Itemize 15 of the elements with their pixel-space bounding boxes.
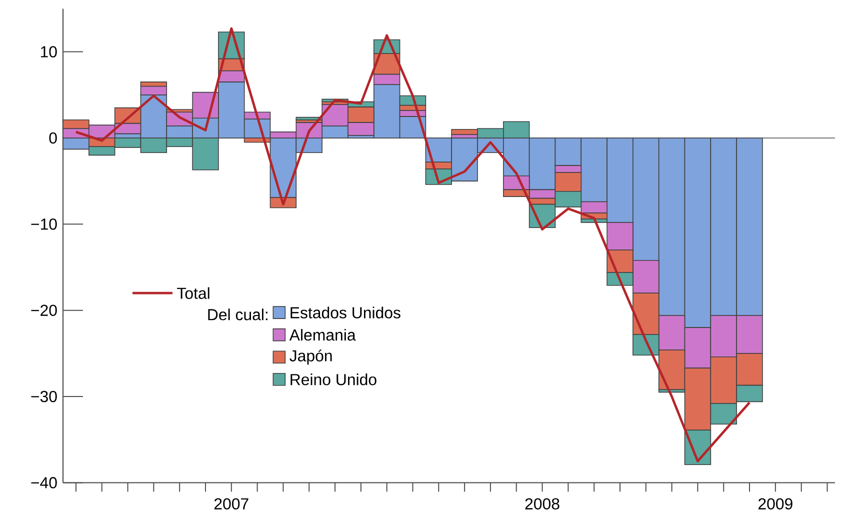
legend-label: Japón bbox=[290, 350, 332, 365]
legend-label: Estados Unidos bbox=[290, 306, 400, 318]
legend-label: Total bbox=[177, 287, 210, 299]
y-tick-label: −10 bbox=[31, 218, 57, 230]
x-tick-label: 2008 bbox=[525, 498, 560, 510]
x-tick-label: 2007 bbox=[214, 498, 248, 510]
legend-label: Alemania bbox=[289, 328, 356, 341]
legend-title: Del cual: bbox=[208, 308, 268, 320]
y-tick-label: 10 bbox=[40, 46, 57, 58]
y-tick-label: −40 bbox=[31, 477, 57, 488]
x-tick-label: 2009 bbox=[758, 498, 792, 510]
legend-label: Reino Unido bbox=[290, 374, 376, 386]
y-tick-label: −30 bbox=[31, 390, 57, 402]
y-tick-label: 0 bbox=[49, 132, 57, 144]
y-tick-label: −20 bbox=[31, 304, 57, 316]
